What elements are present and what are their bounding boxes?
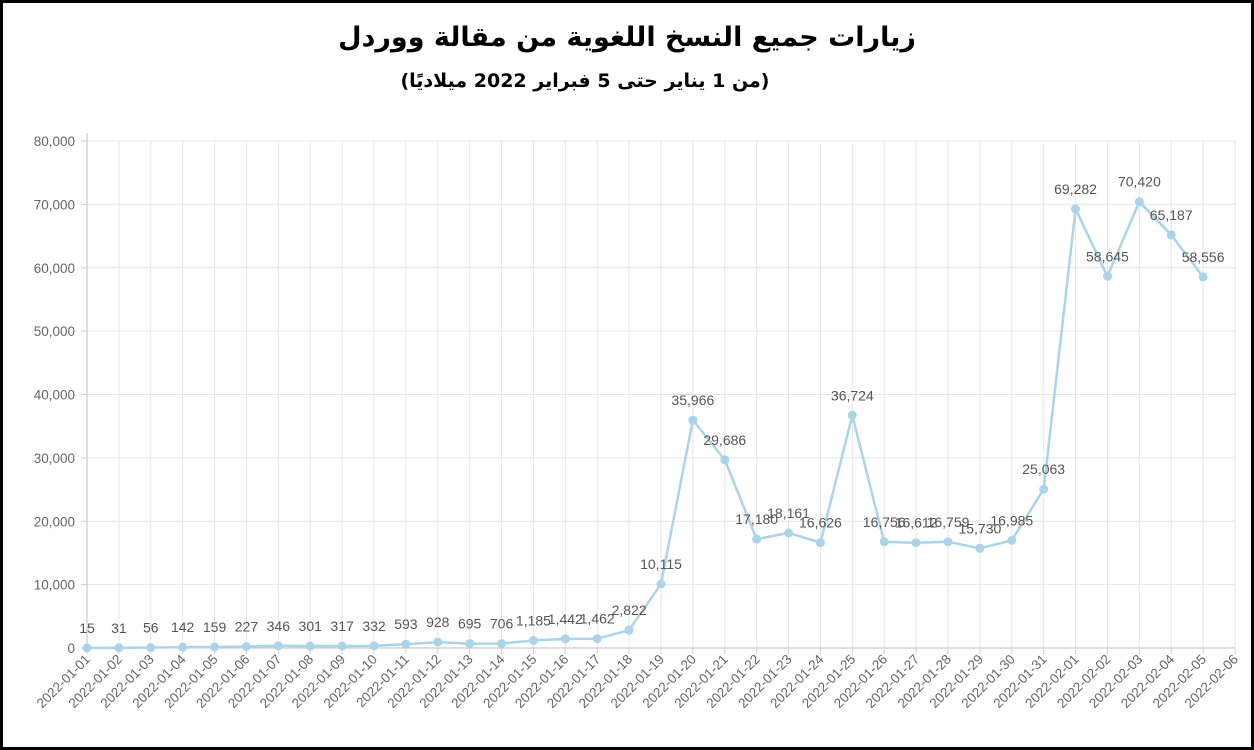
- data-label: 2,822: [612, 602, 647, 618]
- data-point: [1166, 230, 1176, 240]
- data-point: [1007, 535, 1017, 545]
- data-point: [720, 455, 730, 465]
- data-point: [241, 642, 251, 652]
- data-point: [82, 643, 92, 653]
- data-label: 346: [267, 618, 291, 634]
- y-tick-label: 20,000: [34, 514, 75, 529]
- data-label: 317: [330, 618, 354, 634]
- data-point: [879, 537, 889, 547]
- data-point: [273, 641, 283, 651]
- data-label: 17,180: [735, 511, 778, 527]
- data-point: [624, 625, 634, 635]
- data-label: 16,985: [990, 512, 1033, 528]
- data-label: 1,462: [580, 611, 615, 627]
- data-point: [146, 643, 156, 653]
- data-point: [1039, 484, 1049, 494]
- data-label: 593: [394, 616, 418, 632]
- data-point: [178, 642, 188, 652]
- data-point: [369, 641, 379, 651]
- y-tick-label: 70,000: [34, 197, 75, 212]
- data-label: 142: [171, 619, 195, 635]
- y-tick-label: 10,000: [34, 578, 75, 593]
- data-label: 58,645: [1086, 248, 1129, 264]
- data-label: 16,759: [927, 514, 970, 530]
- data-label: 65,187: [1150, 207, 1193, 223]
- data-point: [401, 639, 411, 649]
- data-point: [847, 410, 857, 420]
- data-point: [433, 637, 443, 647]
- y-tick-label: 80,000: [34, 134, 75, 149]
- data-point: [815, 538, 825, 548]
- data-point: [337, 641, 347, 651]
- data-point: [943, 537, 953, 547]
- data-point: [911, 538, 921, 548]
- data-label: 10,115: [640, 556, 682, 572]
- data-point: [465, 639, 475, 649]
- data-point: [1198, 272, 1208, 282]
- data-point: [305, 641, 315, 651]
- y-tick-label: 0: [67, 641, 75, 656]
- data-point: [688, 415, 698, 425]
- data-label: 332: [362, 618, 386, 634]
- data-point: [975, 543, 985, 553]
- series-line: [86, 200, 1205, 650]
- data-label: 69,282: [1054, 181, 1097, 197]
- data-label: 16,756: [863, 514, 906, 530]
- data-point: [528, 635, 538, 645]
- data-point: [1134, 197, 1144, 207]
- data-label: 15,730: [958, 520, 1001, 536]
- data-point: [210, 642, 220, 652]
- data-label: 227: [235, 619, 259, 635]
- data-label: 928: [426, 614, 450, 630]
- data-label: 16,612: [895, 515, 938, 531]
- grid-lines: [87, 140, 1236, 648]
- data-label: 18,161: [767, 505, 810, 521]
- series-path: [86, 200, 1205, 650]
- data-labels: 15 31 56 142 159 227 346 301 317 332 593 928 695 706 1…: [79, 174, 1225, 636]
- data-label: 159: [203, 619, 227, 635]
- data-point: [784, 528, 794, 538]
- chart-subtitle: (من 1 يناير حتى 5 فبراير 2022 ميلاديًا): [400, 70, 770, 92]
- x-axis-ticks: 2022-01-012022-01-022022-01-032022-01-04…: [34, 648, 1241, 711]
- data-point: [560, 634, 570, 644]
- data-label: 16,626: [799, 515, 842, 531]
- data-point: [1102, 271, 1112, 281]
- data-point: [1071, 204, 1081, 214]
- data-label: 15: [79, 620, 95, 636]
- data-label: 31: [111, 620, 127, 636]
- data-point: [752, 534, 762, 544]
- y-tick-label: 40,000: [34, 388, 75, 403]
- data-label: 35,966: [671, 392, 714, 408]
- chart-title: زيارات جميع النسخ اللغوية من مقالة ووردل: [338, 22, 916, 53]
- data-label: 36,724: [831, 387, 874, 403]
- data-points: [82, 197, 1208, 653]
- y-tick-label: 50,000: [34, 324, 75, 339]
- data-label: 1,442: [548, 611, 583, 627]
- data-label: 58,556: [1182, 249, 1225, 265]
- y-axis-ticks: 0 10,000 20,000 30,000 40,000 50,000 60,000 70,…: [34, 134, 87, 656]
- data-label: 70,420: [1118, 174, 1161, 190]
- data-label: 29,686: [703, 432, 746, 448]
- data-point: [114, 643, 124, 653]
- data-label: 1,185: [516, 612, 551, 628]
- data-point: [592, 634, 602, 644]
- y-tick-label: 60,000: [34, 261, 75, 276]
- data-label: 706: [490, 616, 514, 632]
- data-label: 301: [299, 618, 323, 634]
- y-tick-label: 30,000: [34, 451, 75, 466]
- data-point: [656, 579, 666, 589]
- data-label: 25,063: [1022, 461, 1065, 477]
- data-label: 695: [458, 616, 482, 632]
- data-label: 56: [143, 620, 159, 636]
- data-point: [497, 639, 507, 649]
